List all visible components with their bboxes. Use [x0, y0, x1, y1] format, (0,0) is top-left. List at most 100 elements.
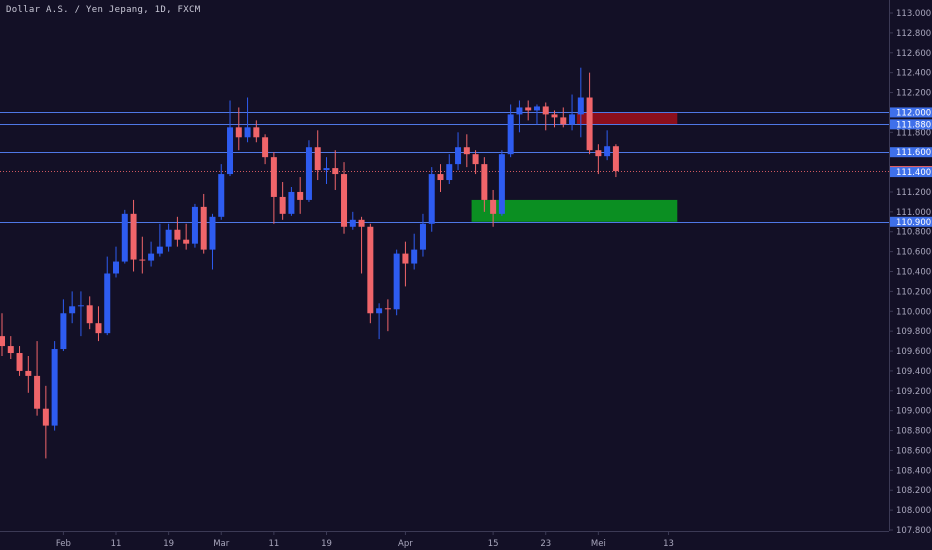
candle-body[interactable]: [586, 97, 593, 151]
level-price-label-bg: [890, 119, 932, 130]
candle-body[interactable]: [200, 206, 207, 250]
candle-body[interactable]: [314, 147, 321, 171]
candle-body[interactable]: [446, 164, 453, 181]
candle-body[interactable]: [270, 157, 277, 197]
extra-price-label: 111.400: [896, 168, 931, 178]
candle-body[interactable]: [481, 164, 488, 200]
candle-body[interactable]: [209, 216, 216, 250]
candle-body[interactable]: [569, 114, 576, 125]
candle-body[interactable]: [507, 114, 514, 155]
candle-body[interactable]: [77, 305, 84, 307]
level-price-label: 110.900: [896, 218, 931, 228]
candle-body[interactable]: [174, 229, 181, 240]
y-tick-label: 112.200: [896, 89, 931, 99]
candle-body[interactable]: [402, 253, 409, 264]
candle-body[interactable]: [227, 127, 234, 175]
candle-body[interactable]: [25, 370, 32, 376]
candle-body[interactable]: [42, 408, 49, 426]
candle-body[interactable]: [34, 375, 41, 409]
y-tick-label: 108.200: [896, 486, 931, 496]
y-tick-label: 112.600: [896, 49, 931, 59]
candle-body[interactable]: [253, 127, 260, 138]
extra-price-label-bg: [890, 167, 932, 178]
candle-body[interactable]: [612, 146, 619, 172]
candle-body[interactable]: [191, 206, 198, 244]
candle-body[interactable]: [595, 150, 602, 157]
candle-body[interactable]: [60, 313, 67, 350]
y-tick-label: 111.200: [896, 188, 931, 198]
candle-body[interactable]: [525, 107, 532, 111]
candle-body[interactable]: [130, 213, 137, 260]
candle-body[interactable]: [113, 261, 120, 274]
candle-body[interactable]: [437, 174, 444, 181]
candle-body[interactable]: [104, 273, 111, 334]
y-tick-label: 109.600: [896, 347, 931, 357]
candle-body[interactable]: [428, 174, 435, 224]
candle-body[interactable]: [551, 114, 558, 118]
candle-body[interactable]: [498, 154, 505, 214]
candle-body[interactable]: [95, 323, 102, 334]
candle-body[interactable]: [183, 239, 190, 244]
candle-body[interactable]: [165, 229, 172, 247]
x-tick-label: Mar: [213, 539, 230, 549]
x-tick-label: 13: [663, 539, 674, 549]
candle-body[interactable]: [367, 226, 374, 314]
candle-body[interactable]: [244, 127, 251, 138]
candle-body[interactable]: [577, 97, 584, 115]
y-tick-label: 112.400: [896, 69, 931, 79]
candle-body[interactable]: [323, 168, 330, 171]
candle-body[interactable]: [463, 147, 470, 155]
y-tick-label: 112.800: [896, 29, 931, 39]
candle-body[interactable]: [542, 106, 549, 115]
candle-body[interactable]: [560, 117, 567, 125]
candle-body[interactable]: [235, 127, 242, 138]
candle-body[interactable]: [341, 174, 348, 227]
candle-body[interactable]: [419, 223, 426, 250]
candle-body[interactable]: [332, 168, 339, 175]
candle-body[interactable]: [358, 219, 365, 227]
candle-body[interactable]: [472, 154, 479, 165]
candle-body[interactable]: [51, 349, 58, 426]
supply-zone: [576, 112, 678, 125]
y-tick-label: 108.000: [896, 506, 931, 516]
candle-body[interactable]: [305, 147, 312, 200]
y-tick-label: 109.000: [896, 407, 931, 417]
candle-body[interactable]: [297, 191, 304, 200]
candle-body[interactable]: [349, 219, 356, 227]
x-tick-label: 15: [488, 539, 499, 549]
candle-body[interactable]: [376, 308, 383, 314]
candle-body[interactable]: [604, 146, 611, 157]
candle-body[interactable]: [455, 147, 462, 165]
candle-body[interactable]: [393, 253, 400, 310]
candle-body[interactable]: [533, 106, 540, 111]
y-tick-label: 113.000: [896, 9, 931, 19]
candle-body[interactable]: [139, 259, 146, 261]
candle-body[interactable]: [16, 353, 23, 371]
candle-body[interactable]: [0, 336, 5, 347]
y-tick-label: 110.600: [896, 248, 931, 258]
y-tick-label: 108.600: [896, 446, 931, 456]
y-tick-label: 108.800: [896, 427, 931, 437]
candle-body[interactable]: [69, 306, 76, 314]
candle-body[interactable]: [7, 346, 14, 354]
candle-body[interactable]: [86, 305, 93, 324]
candle-body[interactable]: [156, 246, 163, 254]
y-tick-label: 109.200: [896, 387, 931, 397]
y-tick-label: 107.800: [896, 526, 931, 536]
candle-body[interactable]: [148, 253, 155, 261]
candle-body[interactable]: [490, 199, 497, 214]
candle-body[interactable]: [262, 137, 269, 158]
candle-body[interactable]: [384, 308, 391, 310]
x-tick-label: Mei: [591, 539, 606, 549]
candle-body[interactable]: [516, 107, 523, 115]
candle-body[interactable]: [218, 174, 225, 217]
x-tick-label: 11: [268, 539, 279, 549]
y-tick-label: 111.800: [896, 128, 931, 138]
x-tick-label: 19: [321, 539, 332, 549]
y-tick-label: 111.000: [896, 208, 931, 218]
candle-body[interactable]: [411, 249, 418, 264]
candle-body[interactable]: [279, 196, 286, 214]
candle-body[interactable]: [121, 213, 128, 262]
candle-body[interactable]: [288, 191, 295, 214]
